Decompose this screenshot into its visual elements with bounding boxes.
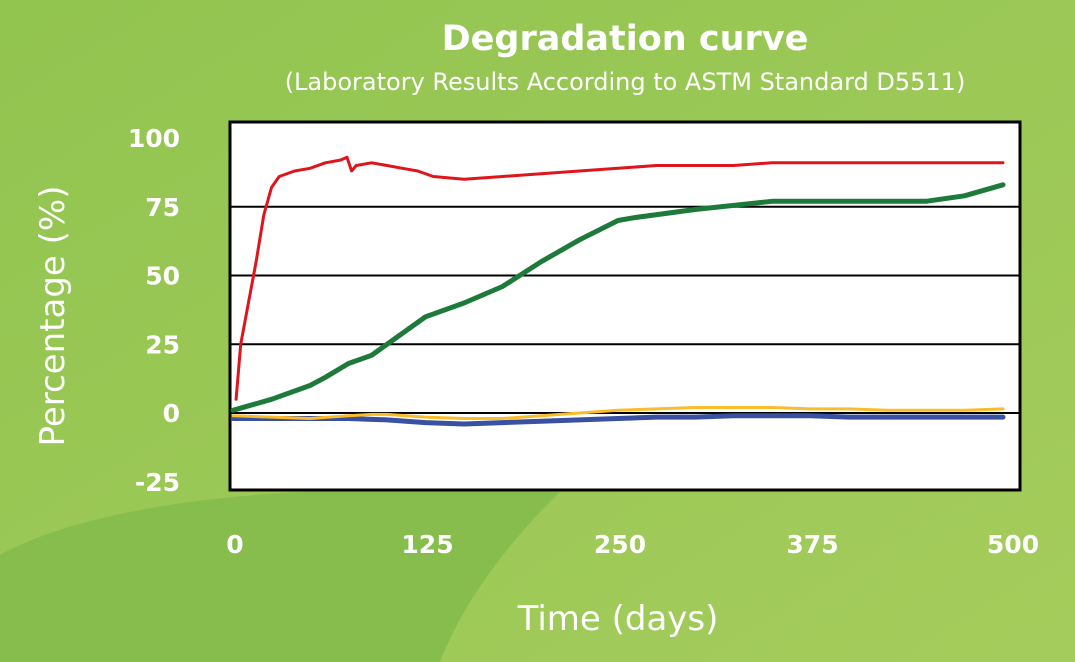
chart-subtitle: (Laboratory Results According to ASTM St… xyxy=(285,68,966,96)
y-tick-label: 0 xyxy=(163,399,180,428)
x-tick-label: 250 xyxy=(594,530,646,559)
series-line-0 xyxy=(234,155,1005,401)
x-axis-ticks: 0 125 250 375 500 xyxy=(226,530,1039,559)
background-swoosh xyxy=(0,488,560,662)
y-tick-label: 75 xyxy=(145,193,180,222)
y-tick-label: 25 xyxy=(145,330,180,359)
series-lines xyxy=(230,155,1006,427)
y-axis-ticks: 100 75 50 25 0 -25 xyxy=(128,124,180,497)
chart-title: Degradation curve xyxy=(442,19,809,59)
x-axis-label: Time (days) xyxy=(517,599,719,639)
y-axis-label: Percentage (%) xyxy=(33,186,73,447)
grid-lines xyxy=(230,205,1020,414)
x-tick-label: 0 xyxy=(226,530,243,559)
x-tick-label: 375 xyxy=(786,530,838,559)
series-line-1 xyxy=(230,182,1006,413)
series-line-3 xyxy=(230,413,1006,427)
y-tick-label: 100 xyxy=(128,124,180,153)
x-tick-label: 500 xyxy=(987,530,1039,559)
plot-area xyxy=(228,120,1022,492)
y-tick-label: 50 xyxy=(145,262,180,291)
x-tick-label: 125 xyxy=(401,530,453,559)
series-line-2 xyxy=(231,406,1005,420)
y-tick-label: -25 xyxy=(135,468,180,497)
